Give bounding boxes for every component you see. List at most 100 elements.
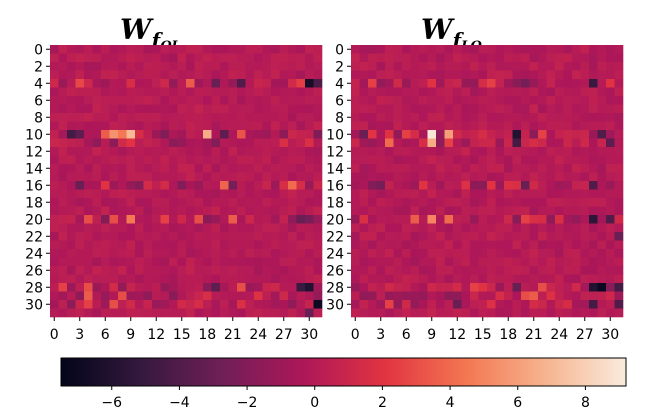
heatmap-right-cell <box>563 113 573 122</box>
heatmap-right-cell <box>461 257 471 267</box>
heatmap-right-cell <box>436 249 445 258</box>
heatmap-right-cell <box>470 147 479 156</box>
heatmap-left-cell <box>135 283 144 292</box>
heatmap-right-cell <box>393 87 403 97</box>
heatmap-right-cell <box>385 232 394 241</box>
heatmap-left-cell <box>262 291 272 301</box>
heatmap-right-cell <box>368 130 377 139</box>
heatmap-right-cell <box>410 198 420 207</box>
heatmap-left-cell <box>84 215 93 224</box>
heatmap-left-cell <box>203 215 212 224</box>
heatmap-right-cell <box>563 198 573 207</box>
heatmap-right-cell <box>512 249 522 258</box>
heatmap-left-cell <box>58 308 68 318</box>
heatmap-left-cell <box>50 189 59 199</box>
heatmap-left-cell <box>194 62 204 71</box>
heatmap-right-cell <box>504 53 513 63</box>
heatmap-right-cell <box>589 164 598 173</box>
heatmap-left-cell <box>75 223 85 233</box>
heatmap-left-cell <box>50 206 59 216</box>
heatmap-right-cell <box>572 274 581 284</box>
heatmap-left-cell <box>279 172 289 182</box>
heatmap-left-cell <box>237 198 246 207</box>
heatmap-right-cell <box>580 104 590 114</box>
heatmap-right-cell <box>538 232 547 241</box>
heatmap-left-cell <box>262 172 272 182</box>
heatmap-right-cell <box>402 121 411 131</box>
heatmap-left-cell <box>169 53 178 63</box>
heatmap-left-cell <box>160 113 170 122</box>
heatmap-right-cell <box>444 291 454 301</box>
heatmap-right-cell <box>393 215 403 224</box>
heatmap-left-cell <box>160 96 170 105</box>
heatmap-left-cell <box>305 87 314 97</box>
heatmap-right-cell <box>521 53 530 63</box>
heatmap-left-cell <box>92 53 102 63</box>
heatmap-right-cell <box>385 147 394 156</box>
heatmap-right-cell <box>368 79 377 88</box>
heatmap-left-cell <box>203 232 212 241</box>
heatmap-right-cell <box>504 283 513 292</box>
heatmap-left-cell <box>211 130 221 139</box>
heatmap-left-cell <box>305 104 314 114</box>
heatmap-left-cell <box>101 53 110 63</box>
heatmap-right-cell <box>589 104 598 114</box>
heatmap-right-cell <box>402 206 411 216</box>
heatmap-right-cell <box>572 257 581 267</box>
heatmap-left-cell <box>169 274 178 284</box>
heatmap-right-cell <box>589 308 598 318</box>
heatmap-left-cell <box>228 181 238 190</box>
heatmap-left-cell <box>84 300 93 309</box>
heatmap-left-cell <box>118 215 127 224</box>
heatmap-right-cell <box>606 155 615 165</box>
heatmap-left-cell <box>288 164 297 173</box>
heatmap-right-cell <box>563 130 573 139</box>
heatmap-left-cell <box>143 87 153 97</box>
heatmap-left-cell <box>50 266 59 275</box>
heatmap-right-cell <box>529 138 539 148</box>
heatmap-right-cell <box>393 164 403 173</box>
heatmap-left-cell <box>220 121 229 131</box>
heatmap-right-cell <box>453 266 462 275</box>
heatmap-left-cell <box>50 291 59 301</box>
heatmap-left-cell <box>67 291 76 301</box>
heatmap-left-cell <box>67 249 76 258</box>
heatmap-right-cell <box>597 45 607 54</box>
heatmap-right-cell <box>461 206 471 216</box>
heatmap-right-cell <box>470 249 479 258</box>
heatmap-right-cell <box>572 266 581 275</box>
heatmap-right-cell <box>538 189 547 199</box>
heatmap-left-cell <box>288 266 297 275</box>
heatmap-left-cell <box>313 249 323 258</box>
heatmap-left-cell <box>186 291 195 301</box>
heatmap-left-cell <box>118 113 127 122</box>
heatmap-left-cell <box>143 104 153 114</box>
heatmap-right-cell <box>427 274 437 284</box>
heatmap-left-cell <box>169 300 178 309</box>
heatmap-left-cell <box>101 62 110 71</box>
heatmap-right-cell <box>376 53 386 63</box>
heatmap-left-cell <box>245 215 255 224</box>
heatmap-right-cell <box>597 155 607 165</box>
heatmap-right-cell <box>555 266 564 275</box>
heatmap-right-cell <box>521 172 530 182</box>
heatmap-right-cell <box>614 79 624 88</box>
heatmap-right-cell <box>453 172 462 182</box>
heatmap-right-cell <box>597 53 607 63</box>
heatmap-left-cell <box>58 45 68 54</box>
heatmap-left-cell <box>135 121 144 131</box>
heatmap-right-cell <box>563 87 573 97</box>
heatmap-right-cell <box>368 283 377 292</box>
heatmap-right-cell <box>521 70 530 80</box>
heatmap-left-cell <box>152 257 161 267</box>
heatmap-left-cell <box>271 181 280 190</box>
heatmap-right-cell <box>606 113 615 122</box>
heatmap-right-cell <box>393 283 403 292</box>
heatmap-left-cell <box>92 308 102 318</box>
heatmap-right-cell <box>419 104 428 114</box>
heatmap-right-cell <box>487 96 496 105</box>
heatmap-left-cell <box>262 87 272 97</box>
heatmap-left-cell <box>169 257 178 267</box>
heatmap-right-cell <box>410 87 420 97</box>
heatmap-left-cell <box>271 300 280 309</box>
